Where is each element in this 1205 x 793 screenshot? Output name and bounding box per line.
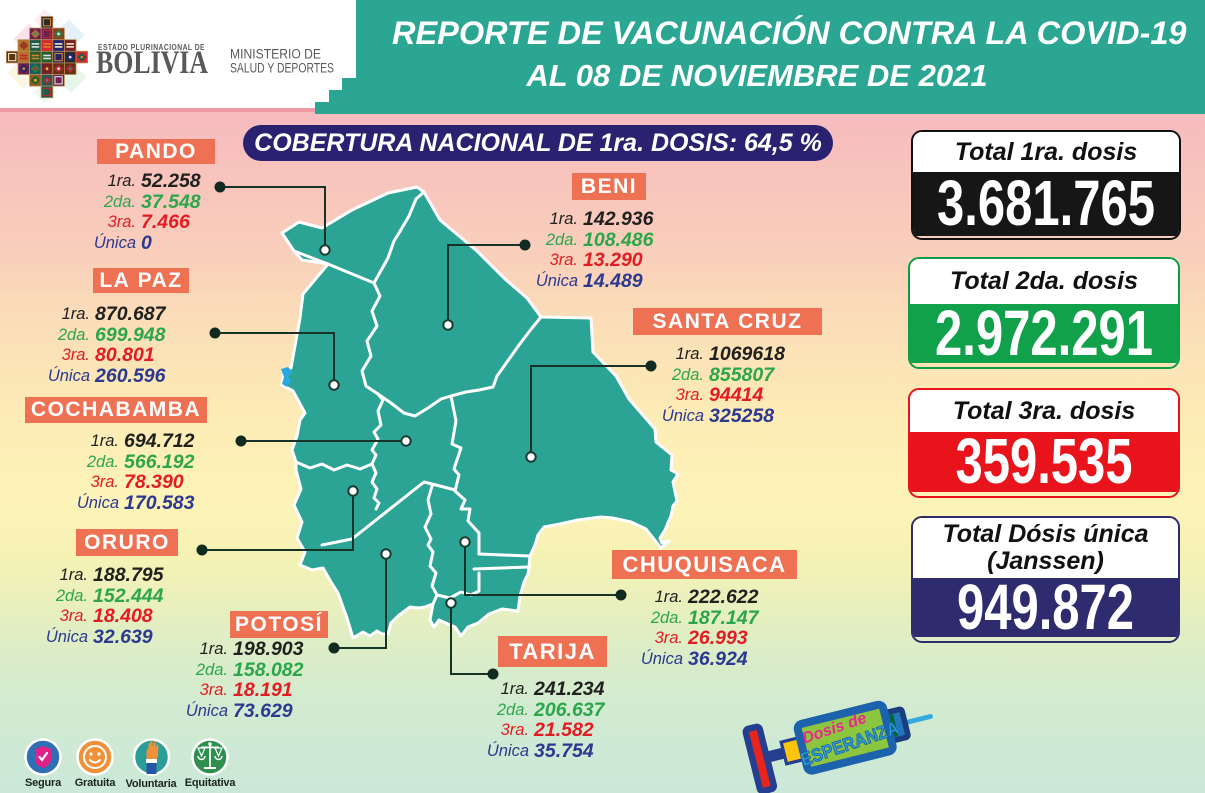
svg-text:SALUD Y DEPORTES: SALUD Y DEPORTES [230,61,334,76]
svg-text:ESTADO PLURINACIONAL DE: ESTADO PLURINACIONAL DE [98,43,205,52]
svg-text:BOLIVIA: BOLIVIA [96,45,208,81]
svg-text:MINISTERIO DE: MINISTERIO DE [230,47,321,62]
